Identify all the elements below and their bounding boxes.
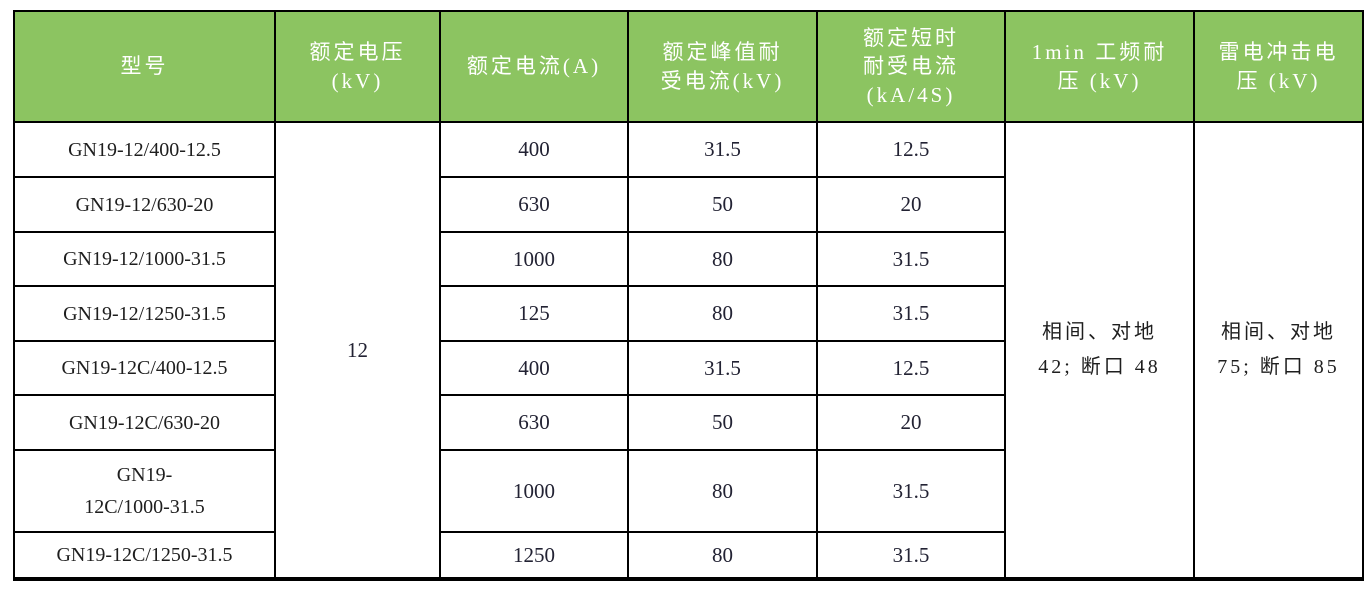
peak-current-cell: 80 bbox=[627, 231, 818, 287]
header-power-frequency-withstand: 1min 工频耐 压 (kV) bbox=[1004, 10, 1195, 123]
short-time-current-cell: 20 bbox=[816, 176, 1006, 233]
model-cell: GN19-12/630-20 bbox=[13, 176, 276, 233]
rated-current-cell: 1000 bbox=[439, 231, 629, 287]
header-row: 型号 额定电压 (kV) 额定电流(A) 额定峰值耐 受电流(kV) 额定短时 … bbox=[13, 10, 1364, 123]
table-row: GN19-12/630-20 630 50 20 bbox=[13, 176, 1363, 233]
rated-current-cell: 1000 bbox=[439, 449, 629, 533]
rated-current-cell: 630 bbox=[439, 176, 629, 233]
peak-current-cell: 80 bbox=[627, 285, 818, 342]
spec-table-container: 型号 额定电压 (kV) 额定电流(A) 额定峰值耐 受电流(kV) 额定短时 … bbox=[13, 10, 1364, 581]
rated-current-cell: 630 bbox=[439, 394, 629, 451]
rated-voltage-merged-cell: 12 bbox=[274, 121, 441, 580]
header-lightning-impulse: 雷电冲击电 压 (kV) bbox=[1193, 10, 1364, 123]
peak-current-cell: 50 bbox=[627, 176, 818, 233]
table-body: GN19-12/400-12.5 12 400 31.5 12.5 相间、对地 … bbox=[13, 121, 1364, 581]
header-peak-withstand-current: 额定峰值耐 受电流(kV) bbox=[627, 10, 818, 123]
table-row: GN19-12/1000-31.5 1000 80 31.5 bbox=[13, 231, 1363, 287]
model-cell: GN19-12C/630-20 bbox=[13, 394, 276, 451]
peak-current-cell: 80 bbox=[627, 531, 818, 581]
lightning-impulse-merged-cell: 相间、对地 75; 断口 85 bbox=[1193, 121, 1364, 580]
short-time-current-cell: 12.5 bbox=[816, 340, 1006, 396]
table-row: GN19-12/400-12.5 12 400 31.5 12.5 相间、对地 … bbox=[13, 121, 1364, 580]
rated-current-cell: 400 bbox=[439, 121, 629, 178]
table-header: 型号 额定电压 (kV) 额定电流(A) 额定峰值耐 受电流(kV) 额定短时 … bbox=[13, 10, 1364, 123]
model-cell: GN19-12/1000-31.5 bbox=[13, 231, 276, 287]
short-time-current-cell: 12.5 bbox=[816, 121, 1006, 178]
model-cell: GN19-12/1250-31.5 bbox=[13, 285, 276, 342]
peak-current-cell: 31.5 bbox=[627, 121, 818, 178]
rated-current-cell: 125 bbox=[439, 285, 629, 342]
power-frequency-merged-cell: 相间、对地 42; 断口 48 bbox=[1004, 121, 1195, 580]
header-rated-current: 额定电流(A) bbox=[439, 10, 629, 123]
model-cell: GN19-12/400-12.5 bbox=[13, 121, 276, 178]
table-row: GN19-12C/1250-31.5 1250 80 31.5 bbox=[13, 531, 1363, 581]
short-time-current-cell: 31.5 bbox=[816, 285, 1006, 342]
table-row: GN19- 12C/1000-31.5 1000 80 31.5 bbox=[13, 449, 1363, 533]
model-cell: GN19-12C/1250-31.5 bbox=[13, 531, 276, 581]
header-rated-voltage: 额定电压 (kV) bbox=[274, 10, 441, 123]
short-time-current-cell: 31.5 bbox=[816, 531, 1006, 581]
table-row: GN19-12C/400-12.5 400 31.5 12.5 bbox=[13, 340, 1363, 396]
model-cell: GN19-12C/400-12.5 bbox=[13, 340, 276, 396]
header-model: 型号 bbox=[13, 10, 276, 123]
disconnect-switch-spec-table: 型号 额定电压 (kV) 额定电流(A) 额定峰值耐 受电流(kV) 额定短时 … bbox=[13, 10, 1364, 581]
table-row: GN19-12/1250-31.5 125 80 31.5 bbox=[13, 285, 1363, 342]
peak-current-cell: 80 bbox=[627, 449, 818, 533]
table-row: GN19-12C/630-20 630 50 20 bbox=[13, 394, 1363, 451]
rated-current-cell: 1250 bbox=[439, 531, 629, 581]
header-short-time-withstand-current: 额定短时 耐受电流 (kA/4S) bbox=[816, 10, 1006, 123]
short-time-current-cell: 31.5 bbox=[816, 231, 1006, 287]
rated-current-cell: 400 bbox=[439, 340, 629, 396]
peak-current-cell: 31.5 bbox=[627, 340, 818, 396]
short-time-current-cell: 31.5 bbox=[816, 449, 1006, 533]
peak-current-cell: 50 bbox=[627, 394, 818, 451]
model-cell: GN19- 12C/1000-31.5 bbox=[13, 449, 276, 533]
short-time-current-cell: 20 bbox=[816, 394, 1006, 451]
